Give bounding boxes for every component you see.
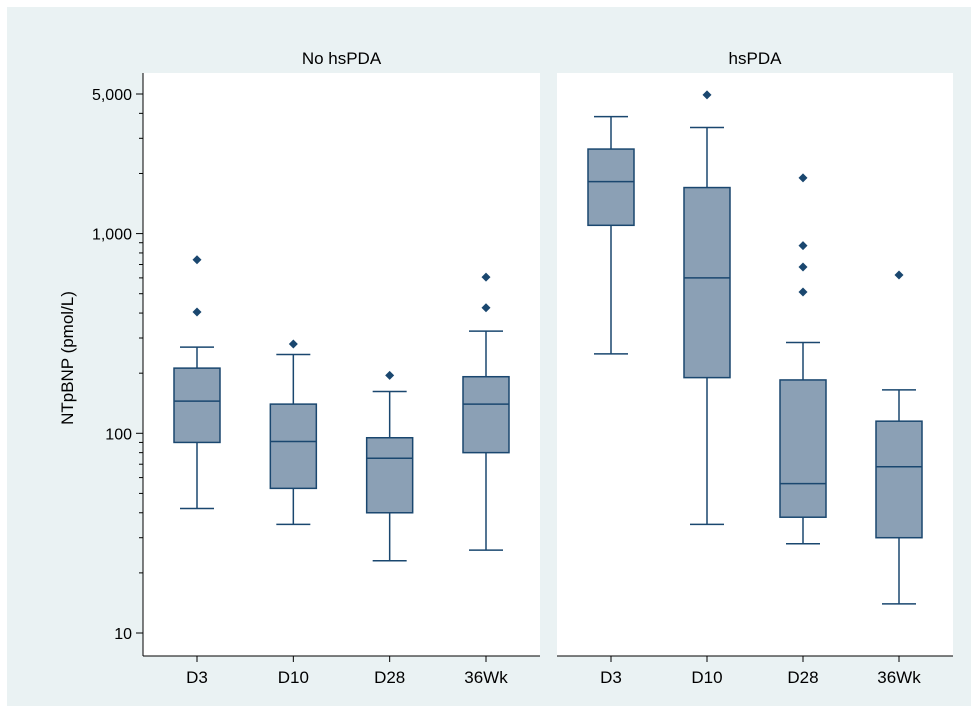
x-tick-label: 36Wk [877, 668, 921, 687]
iqr-box [779, 379, 827, 518]
box-d3 [587, 115, 635, 355]
box-36wk [875, 270, 923, 605]
x-tick-label: D10 [691, 668, 722, 687]
outlier-point [798, 262, 808, 272]
outlier-point [798, 173, 808, 183]
y-tick-label: 10 [114, 626, 132, 643]
iqr-box [875, 420, 923, 539]
panel-header [143, 43, 540, 73]
x-tick-label: D28 [787, 668, 818, 687]
x-tick-label: D28 [374, 668, 405, 687]
box-d10 [269, 339, 318, 526]
boxplot-marks [173, 255, 510, 562]
iqr-box [683, 186, 731, 379]
x-tick-label: D3 [186, 668, 208, 687]
outlier-point [481, 272, 491, 282]
box-d28 [365, 370, 414, 562]
outlier-point [481, 303, 491, 313]
iqr-box [587, 148, 635, 227]
y-tick-label: 5,000 [92, 87, 132, 104]
y-axis: 5,000 1,000 100 10 [92, 73, 144, 656]
y-tick-label: 100 [105, 426, 132, 443]
box-d3 [173, 255, 221, 510]
outlier-point [288, 339, 298, 349]
outlier-point [192, 255, 202, 265]
box-36wk [462, 272, 510, 551]
iqr-box [269, 403, 318, 490]
iqr-box [462, 375, 510, 454]
outlier-point [192, 307, 202, 317]
x-tick-label: D3 [600, 668, 622, 687]
y-tick-label: 1,000 [92, 227, 132, 244]
panel-title: No hsPDA [302, 49, 382, 68]
panel-title: hsPDA [729, 49, 783, 68]
x-tick-label: D10 [278, 668, 309, 687]
outlier-point [798, 287, 808, 297]
x-axis: D3 D10 D28 36Wk [143, 655, 540, 687]
outlier-point [894, 270, 904, 280]
outlier-point [702, 90, 712, 100]
outlier-point [385, 370, 395, 380]
panel-no-hspda: No hsPDA D3 D10 D28 36Wk [143, 43, 540, 687]
panel-header [557, 43, 953, 73]
x-tick-label: 36Wk [464, 668, 508, 687]
panel-hspda: hsPDA D3 D10 D28 36Wk [557, 43, 953, 687]
x-axis: D3 D10 D28 36Wk [557, 655, 953, 687]
plot-area [143, 73, 540, 656]
y-axis-label: NTpBNP (pmol/L) [58, 291, 77, 425]
boxplot-marks [587, 90, 923, 605]
iqr-box [365, 436, 414, 514]
outlier-point [798, 241, 808, 251]
iqr-box [173, 367, 221, 444]
box-d28 [779, 173, 827, 545]
box-d10 [683, 90, 731, 526]
